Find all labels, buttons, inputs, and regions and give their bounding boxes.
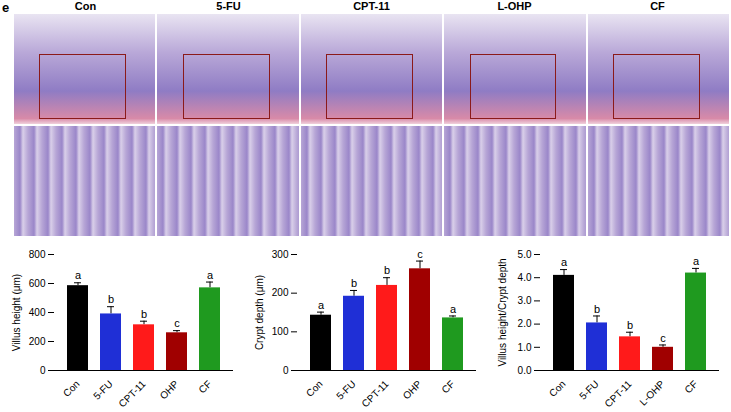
- svg-text:4.0: 4.0: [518, 272, 532, 283]
- svg-text:L-OHP: L-OHP: [637, 378, 667, 408]
- svg-text:800: 800: [29, 249, 46, 260]
- svg-text:OHP: OHP: [401, 378, 424, 401]
- svg-text:200: 200: [29, 336, 46, 347]
- svg-text:a: a: [207, 269, 214, 281]
- svg-text:Villus height/Crypt depth: Villus height/Crypt depth: [497, 258, 508, 366]
- html-text:L-OHP: L-OHP: [497, 0, 532, 12]
- svg-text:Con: Con: [304, 378, 325, 399]
- svg-text:c: c: [174, 317, 180, 329]
- html-text:e: e: [2, 0, 10, 15]
- svg-text:a: a: [561, 256, 568, 268]
- svg-text:0: 0: [40, 365, 46, 376]
- svg-text:CPT-11: CPT-11: [602, 378, 634, 410]
- svg-text:b: b: [141, 308, 147, 320]
- svg-text:5.0: 5.0: [518, 249, 532, 260]
- svg-text:600: 600: [29, 278, 46, 289]
- svg-text:2.0: 2.0: [518, 318, 532, 329]
- svg-text:a: a: [75, 269, 82, 281]
- svg-text:300: 300: [272, 249, 289, 260]
- html-text:Con: Con: [74, 0, 97, 12]
- svg-text:CF: CF: [682, 378, 699, 395]
- svg-text:5-FU: 5-FU: [91, 378, 115, 402]
- html-text:5-FU: 5-FU: [216, 0, 241, 12]
- svg-text:c: c: [417, 248, 423, 260]
- svg-text:b: b: [351, 277, 357, 289]
- svg-text:5-FU: 5-FU: [334, 378, 358, 402]
- svg-text:Con: Con: [61, 378, 82, 399]
- svg-text:5-FU: 5-FU: [577, 378, 601, 402]
- svg-text:OHP: OHP: [158, 378, 181, 401]
- svg-text:b: b: [384, 264, 390, 276]
- svg-text:CF: CF: [196, 378, 213, 395]
- svg-text:CPT-11: CPT-11: [359, 378, 391, 410]
- html-text:CF: CF: [650, 0, 665, 12]
- svg-text:0: 0: [283, 365, 289, 376]
- svg-text:CF: CF: [439, 378, 456, 395]
- svg-text:a: a: [693, 255, 700, 267]
- svg-text:200: 200: [272, 287, 289, 298]
- svg-text:400: 400: [29, 307, 46, 318]
- svg-text:b: b: [108, 293, 114, 305]
- svg-text:Con: Con: [547, 378, 568, 399]
- svg-text:a: a: [450, 303, 457, 315]
- svg-text:Crypt depth (μm): Crypt depth (μm): [254, 275, 265, 350]
- svg-text:Villus height (μm): Villus height (μm): [11, 274, 22, 351]
- svg-text:b: b: [627, 319, 633, 331]
- svg-text:b: b: [594, 303, 600, 315]
- svg-text:100: 100: [272, 326, 289, 337]
- html-text:CPT-11: CPT-11: [353, 0, 390, 12]
- svg-text:0.0: 0.0: [518, 365, 532, 376]
- svg-text:a: a: [318, 299, 325, 311]
- svg-text:CPT-11: CPT-11: [116, 378, 148, 410]
- svg-text:3.0: 3.0: [518, 295, 532, 306]
- svg-text:c: c: [660, 332, 666, 344]
- svg-text:1.0: 1.0: [518, 342, 532, 353]
